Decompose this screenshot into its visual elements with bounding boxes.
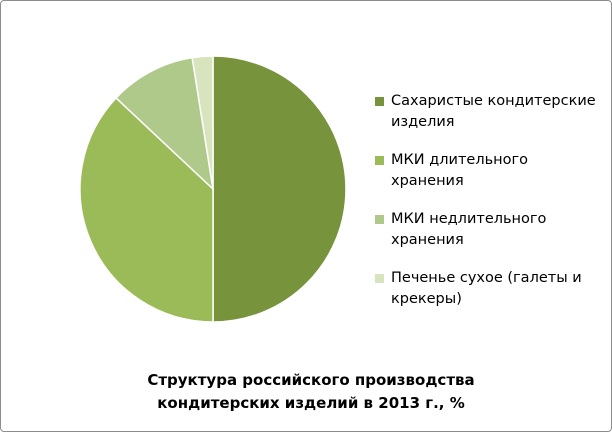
legend: Сахаристые кондитерские изделия МКИ длите… (375, 91, 600, 327)
legend-swatch (375, 97, 384, 106)
legend-label: Печенье сухое (галеты и крекеры) (391, 270, 582, 307)
legend-item: МКИ недлительного хранения (375, 209, 600, 268)
legend-swatch (375, 215, 384, 224)
chart-title: Структура российского производства конди… (147, 371, 475, 412)
legend-item: Сахаристые кондитерские изделия (375, 91, 600, 150)
legend-label: МКИ длительного хранения (391, 152, 528, 189)
legend-item: Печенье сухое (галеты и крекеры) (375, 268, 600, 327)
pie-slice (191, 55, 214, 190)
pie-slice (114, 56, 215, 192)
pie-slice (212, 55, 347, 323)
legend-item: МКИ длительного хранения (375, 150, 600, 209)
legend-swatch (375, 156, 384, 165)
pie-area (79, 55, 347, 323)
legend-label: МКИ недлительного хранения (391, 211, 547, 248)
legend-label: Сахаристые кондитерские изделия (391, 93, 596, 130)
legend-swatch (375, 274, 384, 283)
pie-slice (79, 96, 214, 323)
